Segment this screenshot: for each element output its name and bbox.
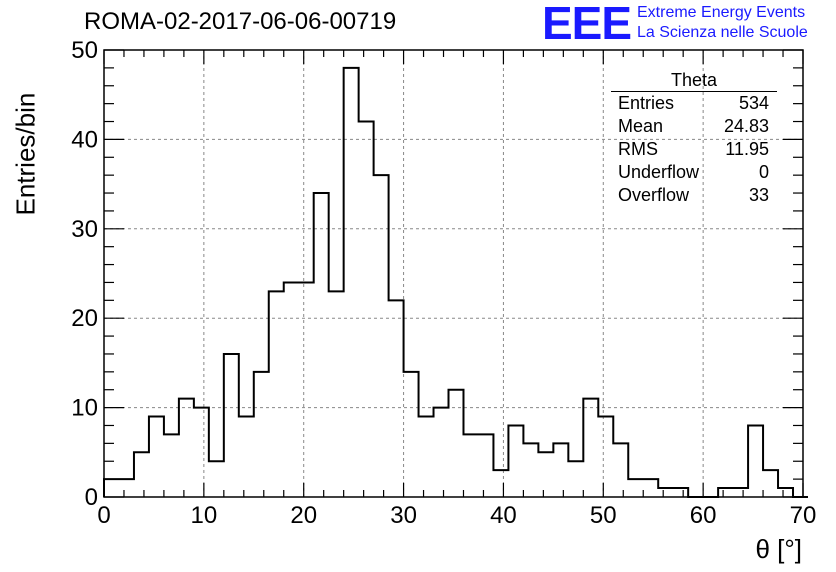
stat-label: Mean [618,116,664,136]
stat-row-underflow: Underflow 0 [611,161,777,184]
axes [103,49,804,498]
x-axis-label: θ [°] [755,534,802,564]
y-tick-label: 30 [71,216,98,243]
x-tick-label: 40 [490,502,517,529]
logo-line-2: La Scienza nelle Scuole [637,24,808,41]
logo-line-1: Extreme Energy Events [637,4,806,21]
x-tick-label: 20 [290,502,317,529]
histogram-bin [344,68,359,497]
histogram-bin [449,390,464,497]
histogram-bin [179,399,194,497]
histogram-bin [194,408,209,497]
histogram-bin [493,470,508,497]
histogram-bin [119,479,134,497]
y-tick-label: 50 [71,37,98,64]
stat-value: 33 [748,185,769,205]
histogram-bin [224,354,239,497]
stat-label: Underflow [618,162,700,182]
histogram-bin [284,282,299,497]
histogram-bin [209,461,224,497]
histogram-bin [583,399,598,497]
histogram-bin [778,488,793,497]
histogram-bin [598,417,613,497]
stat-row-mean: Mean 24.83 [611,115,777,138]
y-tick-label: 0 [85,484,98,511]
x-tick-label: 10 [191,502,218,529]
histogram-bin [404,372,419,497]
grid-lines [104,50,803,497]
stat-value: 11.95 [725,139,769,159]
histogram-bin [254,372,269,497]
tick-labels: 0 10 20 30 40 50 60 70 0 10 20 30 40 50 [71,37,816,529]
stat-row-overflow: Overflow 33 [611,184,777,207]
histogram-bin [718,488,733,497]
histogram-outline [103,66,808,498]
stat-label: Entries [618,93,675,113]
histogram-bin [164,434,179,497]
histogram-bin [374,175,389,497]
histogram-bin [613,443,628,497]
histogram-bin [134,452,149,497]
histogram-bin [508,425,523,497]
histogram-bin [628,479,643,497]
histogram-bin [643,479,658,497]
histogram-bin [299,282,314,497]
stat-value: 24.83 [723,116,769,136]
stat-row-entries: Entries 534 [611,92,777,115]
eee-logo: EEE [542,0,632,49]
histogram-bin [314,193,329,497]
histogram-bin [389,300,404,497]
histogram-bin [673,488,688,497]
histogram-bin [104,479,119,497]
histogram-bin [463,434,478,497]
y-tick-label: 40 [71,126,98,153]
histogram-bin [359,122,374,497]
histogram-bin [419,417,434,497]
y-tick-label: 20 [71,305,98,332]
y-tick-label: 10 [71,395,98,422]
histogram-bin [538,452,553,497]
histogram-bin [434,408,449,497]
stats-box: Theta Entries 534 Mean 24.83 RMS 11.95 U… [611,70,777,207]
histogram-bin [733,488,748,497]
x-tick-label: 70 [790,502,817,529]
histogram-bars [103,66,808,498]
plot-frame [103,49,804,498]
histogram-bin [523,443,538,497]
histogram-bin [658,488,673,497]
histogram-bin [239,417,254,497]
stat-label: Overflow [618,185,690,205]
chart-title: ROMA-02-2017-06-06-00719 [84,8,397,35]
stats-title: Theta [611,70,777,92]
x-tick-label: 50 [590,502,617,529]
stat-label: RMS [618,139,658,159]
stat-row-rms: RMS 11.95 [611,138,777,161]
y-axis-label: Entries/bin [10,92,41,216]
stat-value: 0 [758,162,769,182]
x-tick-label: 30 [390,502,417,529]
x-tick-label: 0 [97,502,110,529]
histogram-bin [763,470,778,497]
x-tick-label: 60 [690,502,717,529]
histogram-bin [329,291,344,497]
histogram-bin [269,291,284,497]
stat-value: 534 [738,93,769,113]
histogram-bin [478,434,493,497]
histogram-bin [553,443,568,497]
histogram-bin [149,417,164,497]
histogram-bin [748,425,763,497]
histogram-bin [568,461,583,497]
